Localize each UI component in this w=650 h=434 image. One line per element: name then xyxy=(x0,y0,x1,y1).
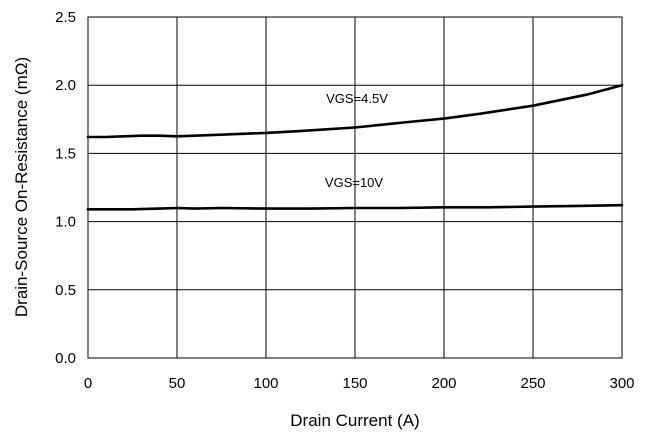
series-label-vgs-10v: VGS=10V xyxy=(325,175,384,190)
series-layer xyxy=(86,83,624,211)
y-tick-label-1.0: 1.0 xyxy=(55,214,76,231)
series-line-vgs-4.5v xyxy=(86,83,624,139)
x-tick-label-250: 250 xyxy=(520,375,545,392)
x-tick-label-200: 200 xyxy=(431,375,456,392)
x-tick-label-100: 100 xyxy=(253,375,278,392)
x-axis-label: Drain Current (A) xyxy=(290,411,419,430)
plot-area-frame xyxy=(87,16,623,359)
y-tick-label-2.0: 2.0 xyxy=(55,77,76,94)
y-tick-label-1.5: 1.5 xyxy=(55,145,76,162)
y-axis-label: Drain-Source On-Resistance (mΩ) xyxy=(12,57,31,317)
series-labels: VGS=4.5V VGS=10V xyxy=(325,91,388,190)
y-tick-labels: 0.0 0.5 1.0 1.5 2.0 2.5 xyxy=(55,9,76,367)
y-tick-label-2.5: 2.5 xyxy=(55,9,76,26)
series-line-vgs-10v xyxy=(86,203,624,211)
x-tick-label-0: 0 xyxy=(84,375,92,392)
series-label-vgs-4.5v: VGS=4.5V xyxy=(326,91,388,106)
x-tick-labels: 0 50 100 150 200 250 300 xyxy=(84,375,635,392)
x-tick-label-300: 300 xyxy=(609,375,634,392)
y-tick-label-0.0: 0.0 xyxy=(55,350,76,367)
x-tick-label-150: 150 xyxy=(342,375,367,392)
y-tick-label-0.5: 0.5 xyxy=(55,282,76,299)
x-tick-label-50: 50 xyxy=(169,375,186,392)
